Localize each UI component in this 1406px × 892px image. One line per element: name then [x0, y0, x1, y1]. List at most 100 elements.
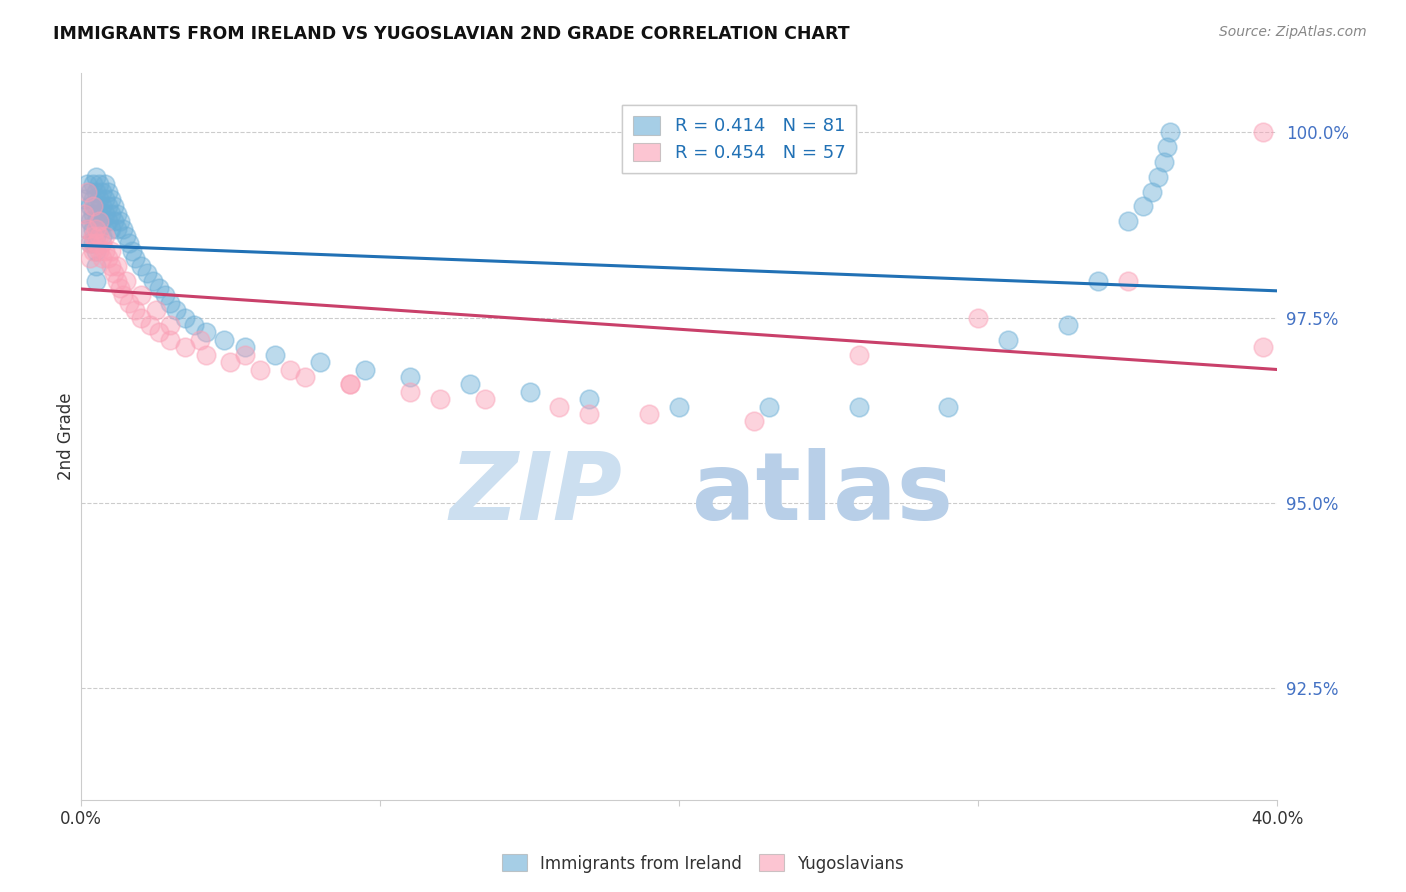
- Text: ZIP: ZIP: [449, 449, 621, 541]
- Point: [578, 407, 600, 421]
- Point: [87, 221, 110, 235]
- Point: [135, 266, 157, 280]
- Point: [938, 400, 960, 414]
- Point: [76, 207, 98, 221]
- Point: [1153, 155, 1175, 169]
- Point: [848, 348, 870, 362]
- Point: [108, 281, 131, 295]
- Point: [76, 221, 98, 235]
- Point: [264, 348, 287, 362]
- Point: [105, 259, 128, 273]
- Point: [93, 229, 115, 244]
- Point: [82, 221, 104, 235]
- Point: [458, 377, 481, 392]
- Point: [124, 252, 146, 266]
- Point: [121, 244, 143, 258]
- Legend: Immigrants from Ireland, Yugoslavians: Immigrants from Ireland, Yugoslavians: [495, 847, 911, 880]
- Point: [79, 236, 101, 251]
- Point: [84, 244, 107, 258]
- Point: [82, 229, 104, 244]
- Point: [474, 392, 496, 407]
- Y-axis label: 2nd Grade: 2nd Grade: [58, 392, 75, 480]
- Point: [114, 229, 136, 244]
- Point: [141, 274, 163, 288]
- Point: [1116, 274, 1139, 288]
- Point: [1140, 185, 1163, 199]
- Point: [129, 288, 152, 302]
- Point: [294, 370, 316, 384]
- Point: [108, 214, 131, 228]
- Point: [668, 400, 690, 414]
- Point: [1132, 199, 1154, 213]
- Point: [93, 244, 115, 258]
- Point: [84, 274, 107, 288]
- Point: [1251, 125, 1274, 139]
- Text: IMMIGRANTS FROM IRELAND VS YUGOSLAVIAN 2ND GRADE CORRELATION CHART: IMMIGRANTS FROM IRELAND VS YUGOSLAVIAN 2…: [53, 25, 851, 43]
- Point: [129, 310, 152, 325]
- Point: [87, 192, 110, 206]
- Point: [100, 221, 122, 235]
- Point: [309, 355, 332, 369]
- Point: [87, 177, 110, 191]
- Point: [1159, 125, 1181, 139]
- Point: [1087, 274, 1109, 288]
- Point: [82, 199, 104, 213]
- Point: [105, 274, 128, 288]
- Point: [758, 400, 780, 414]
- Point: [103, 266, 125, 280]
- Point: [93, 177, 115, 191]
- Point: [79, 236, 101, 251]
- Point: [124, 303, 146, 318]
- Point: [398, 370, 420, 384]
- Point: [159, 318, 181, 332]
- Point: [90, 199, 112, 213]
- Point: [84, 199, 107, 213]
- Point: [76, 185, 98, 199]
- Point: [1146, 169, 1168, 184]
- Point: [82, 207, 104, 221]
- Point: [100, 259, 122, 273]
- Point: [90, 236, 112, 251]
- Point: [159, 333, 181, 347]
- Point: [578, 392, 600, 407]
- Point: [174, 340, 197, 354]
- Point: [638, 407, 661, 421]
- Point: [548, 400, 571, 414]
- Point: [148, 326, 170, 340]
- Point: [183, 318, 205, 332]
- Point: [339, 377, 361, 392]
- Point: [1251, 340, 1274, 354]
- Point: [76, 177, 98, 191]
- Point: [76, 221, 98, 235]
- Point: [90, 252, 112, 266]
- Point: [233, 340, 256, 354]
- Text: atlas: atlas: [692, 449, 953, 541]
- Point: [114, 274, 136, 288]
- Point: [429, 392, 451, 407]
- Point: [87, 244, 110, 258]
- Point: [100, 207, 122, 221]
- Point: [82, 236, 104, 251]
- Text: Source: ZipAtlas.com: Source: ZipAtlas.com: [1219, 25, 1367, 39]
- Point: [87, 214, 110, 228]
- Point: [79, 185, 101, 199]
- Point: [997, 333, 1019, 347]
- Point: [84, 169, 107, 184]
- Point: [742, 414, 765, 428]
- Point: [84, 236, 107, 251]
- Point: [97, 185, 120, 199]
- Point: [278, 362, 301, 376]
- Point: [97, 214, 120, 228]
- Point: [100, 244, 122, 258]
- Point: [145, 303, 167, 318]
- Point: [233, 348, 256, 362]
- Point: [519, 384, 541, 399]
- Point: [967, 310, 990, 325]
- Point: [354, 362, 377, 376]
- Point: [195, 326, 218, 340]
- Point: [90, 229, 112, 244]
- Point: [174, 310, 197, 325]
- Point: [111, 221, 134, 235]
- Point: [82, 244, 104, 258]
- Point: [214, 333, 236, 347]
